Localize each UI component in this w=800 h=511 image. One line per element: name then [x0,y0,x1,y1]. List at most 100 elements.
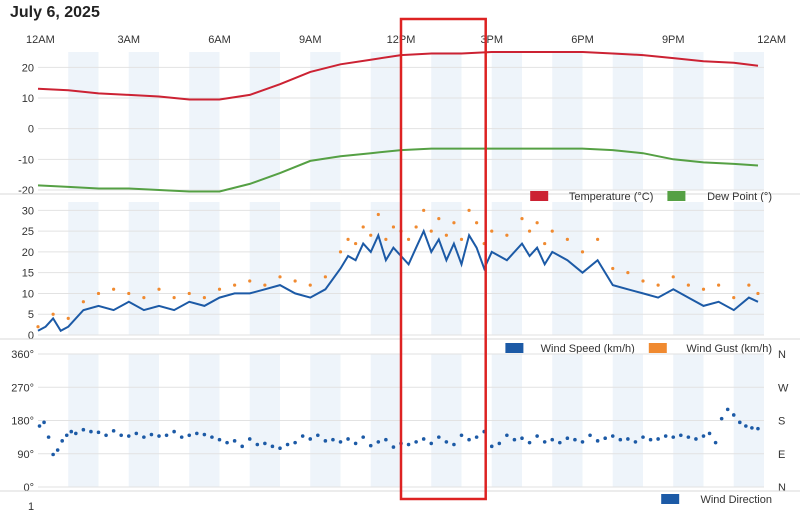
hour-band [310,52,341,190]
data-point [679,433,683,438]
data-point [610,434,615,438]
legend-label: Temperature (°C) [569,191,653,203]
data-point [119,433,123,438]
data-point [278,446,282,451]
data-point [663,434,668,438]
y2-axis-tick-label: W [778,382,789,394]
data-point [353,441,358,446]
legend-swatch [505,343,524,353]
data-point [543,241,547,246]
data-point [142,295,146,300]
data-point [490,229,494,233]
data-point [217,287,222,291]
y2-axis-tick-label: N [778,349,786,361]
hour-band [673,202,704,335]
hour-band [68,202,99,335]
hour-band [189,202,220,335]
data-point [81,427,86,432]
data-point [51,312,55,316]
data-point [55,448,60,452]
data-point [66,316,70,320]
data-point [323,275,327,279]
data-point [172,429,176,434]
data-point [595,439,600,443]
data-point [686,435,691,439]
data-point [157,434,161,438]
data-point [738,420,742,425]
legend-swatch [648,343,667,353]
data-point [527,440,532,445]
y-axis-tick-label: 5 [28,309,34,321]
data-point [263,283,267,287]
data-point [626,437,630,441]
data-point [611,266,615,271]
y2-axis-tick-label: S [778,416,785,428]
y2-axis-tick-label: E [778,449,785,461]
data-point [565,237,569,242]
legend-label: Dew Point (°) [707,191,772,203]
data-point [104,433,108,438]
data-point [429,229,433,233]
data-point [240,444,244,449]
data-point [452,221,456,225]
data-point [437,217,441,221]
y-axis-tick-label: 0 [28,330,34,342]
data-point [603,436,607,441]
data-point [391,225,396,229]
legend-label: Wind Speed (km/h) [541,343,635,355]
data-point [527,229,532,233]
data-point [618,437,623,442]
hour-band [673,52,704,190]
data-point [406,442,411,447]
data-point [701,434,706,438]
data-point [429,441,434,446]
data-point [46,435,51,439]
hour-band [431,202,462,335]
data-point [756,291,760,296]
legend-swatch [530,191,549,201]
y-axis-tick-label: 20 [22,247,34,259]
data-point [172,295,176,300]
data-point [195,431,199,436]
hour-band [612,202,643,335]
x-axis-tick-label: 12AM [757,34,786,46]
data-point [505,433,509,438]
y-axis-tick-label: 10 [22,288,34,300]
data-point [641,435,645,439]
data-point [641,279,645,283]
data-point [707,431,712,436]
data-point [731,413,736,417]
hour-band [68,52,99,190]
data-point [573,437,577,442]
data-point [744,424,748,428]
data-point [550,229,554,233]
data-point [414,440,418,444]
data-point [346,237,350,242]
data-point [217,437,222,442]
data-point [179,435,184,439]
y-axis-tick-label: 90° [17,449,34,461]
data-point [187,291,191,296]
data-point [475,221,479,225]
data-point [126,434,131,438]
hour-band [370,52,401,190]
data-point [376,212,380,217]
legend-swatch [667,191,686,201]
y-axis-tick-label: 15 [22,268,34,280]
data-point [64,433,69,438]
data-point [421,437,426,441]
data-point [149,432,154,437]
data-point [596,237,600,242]
legend-label: Wind Gust (km/h) [686,343,772,355]
y-axis-tick-label: 360° [11,349,34,361]
data-point [656,283,660,287]
data-point [112,287,116,291]
data-point [459,433,464,438]
data-point [633,440,638,444]
hour-band [733,52,764,190]
data-point [444,440,449,444]
data-point [338,250,343,254]
data-point [384,437,388,442]
data-point [255,442,260,447]
data-point [323,439,328,443]
